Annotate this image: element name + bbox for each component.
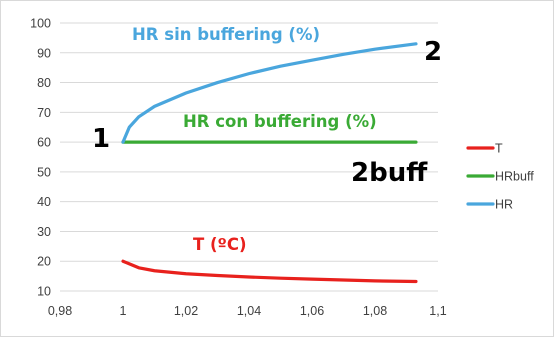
annotation-point-1: 1 (92, 124, 110, 154)
annotation-hr-sin-buffering: HR sin buffering (%) (132, 25, 320, 44)
x-tick-label: 1,08 (363, 304, 387, 318)
x-tick-label: 1,02 (174, 304, 198, 318)
y-tick-label: 50 (37, 165, 51, 179)
x-tick-label: 1 (120, 304, 127, 318)
series-lines (121, 42, 418, 284)
x-tick-label: 1,04 (237, 304, 261, 318)
y-tick-label: 80 (37, 76, 51, 90)
legend-label-hr: HR (495, 198, 513, 212)
series-line-hr (121, 42, 418, 144)
legend-label-t: T (495, 142, 503, 156)
y-tick-label: 10 (37, 285, 51, 299)
y-tick-label: 60 (37, 136, 51, 150)
gridlines (60, 22, 438, 292)
annotation-t: T (ºC) (193, 235, 247, 254)
y-tick-label: 70 (37, 106, 51, 120)
legend-label-hrbuff: HRbuff (495, 170, 534, 184)
x-tick-label: 1,1 (429, 304, 446, 318)
annotation-hr-con-buffering: HR con buffering (%) (183, 112, 377, 131)
legend: T HRbuff HR (466, 142, 534, 212)
x-tick-label: 0,98 (48, 304, 72, 318)
y-tick-label: 40 (37, 195, 51, 209)
x-axis-ticks: 0,98 1 1,02 1,04 1,06 1,08 1,1 (48, 304, 447, 318)
y-tick-label: 30 (37, 225, 51, 239)
y-tick-label: 100 (30, 17, 51, 31)
annotations: HR sin buffering (%) HR con buffering (%)… (92, 25, 442, 254)
y-axis-ticks: 10 20 30 40 50 60 70 80 90 100 (30, 17, 51, 299)
annotation-point-2: 2 (424, 37, 442, 67)
y-tick-label: 90 (37, 46, 51, 60)
series-line-t (121, 259, 418, 284)
x-tick-label: 1,06 (300, 304, 324, 318)
annotation-point-2buff: 2buff (351, 158, 428, 188)
y-tick-label: 20 (37, 255, 51, 269)
